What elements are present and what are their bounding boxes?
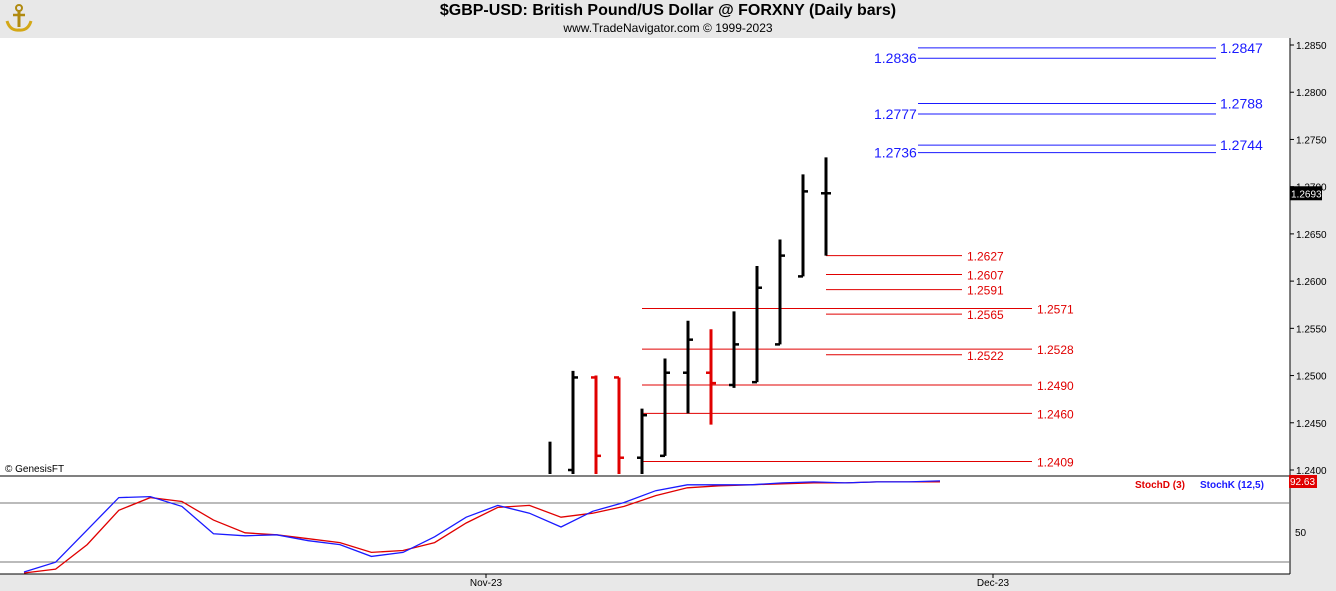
resistance-label: 1.2847 — [1220, 40, 1263, 56]
support-label: 1.2522 — [967, 349, 1004, 363]
ohlc-bar — [683, 320, 693, 414]
last-price-box — [1290, 186, 1322, 201]
support-label: 1.2565 — [967, 308, 1004, 322]
ohlc-bar — [706, 329, 716, 425]
support-label: 1.2409 — [1037, 456, 1074, 470]
watermark-text: © GenesisFT — [5, 464, 64, 475]
bottom-axis-panel — [0, 574, 1336, 591]
stoch-d-line — [23, 481, 940, 574]
ohlc-bar — [729, 311, 739, 388]
ohlc-bar — [752, 266, 762, 384]
support-label: 1.2528 — [1037, 343, 1074, 357]
resistance-label: 1.2736 — [874, 145, 917, 161]
ohlc-bar — [798, 174, 808, 278]
ohlc-bar — [775, 239, 785, 346]
ohlc-bar — [591, 375, 601, 474]
stoch-k-line — [23, 480, 941, 573]
price-tick-label: 1.2400 — [1296, 466, 1327, 477]
resistance-label: 1.2788 — [1220, 96, 1263, 112]
stoch-last-value-box — [1289, 475, 1317, 488]
stoch-last-value-label: 92.63 — [1290, 477, 1315, 488]
ohlc-bar — [568, 370, 578, 474]
price-tick-label: 1.2850 — [1296, 41, 1327, 52]
support-label: 1.2627 — [967, 250, 1004, 264]
last-price-label: 1.2693 — [1291, 189, 1322, 200]
price-tick-label: 1.2450 — [1296, 419, 1327, 430]
support-label: 1.2490 — [1037, 379, 1074, 393]
resistance-label: 1.2836 — [874, 50, 917, 66]
x-tick-label: Dec-23 — [977, 578, 1010, 589]
ohlc-bar — [637, 408, 647, 474]
price-tick-label: 1.2800 — [1296, 88, 1327, 99]
stoch-tick-50: 50 — [1295, 528, 1307, 539]
resistance-label: 1.2744 — [1220, 137, 1263, 153]
price-tick-label: 1.2650 — [1296, 230, 1327, 241]
price-tick-label: 1.2750 — [1296, 135, 1327, 146]
stoch-k-legend: StochK (12,5) — [1200, 480, 1264, 491]
price-tick-label: 1.2600 — [1296, 277, 1327, 288]
ohlc-bar — [821, 157, 831, 256]
resistance-label: 1.2777 — [874, 106, 917, 122]
ohlc-bar — [614, 376, 624, 474]
ohlc-bar — [660, 358, 670, 458]
price-tick-label: 1.2500 — [1296, 372, 1327, 383]
price-tick-label: 1.2550 — [1296, 324, 1327, 335]
chart-title: $GBP-USD: British Pound/US Dollar @ FORX… — [439, 2, 897, 19]
support-label: 1.2591 — [967, 284, 1004, 298]
chart-subtitle: www.TradeNavigator.com © 1999-2023 — [563, 21, 773, 35]
chart-header: $GBP-USD: British Pound/US Dollar @ FORX… — [0, 0, 1336, 38]
price-axis-panel — [1290, 38, 1336, 591]
support-label: 1.2460 — [1037, 407, 1074, 421]
stoch-d-legend: StochD (3) — [1135, 480, 1185, 491]
x-tick-label: Nov-23 — [470, 578, 503, 589]
support-label: 1.2607 — [967, 269, 1004, 283]
support-label: 1.2571 — [1037, 303, 1074, 317]
anchor-logo-icon — [5, 4, 33, 32]
